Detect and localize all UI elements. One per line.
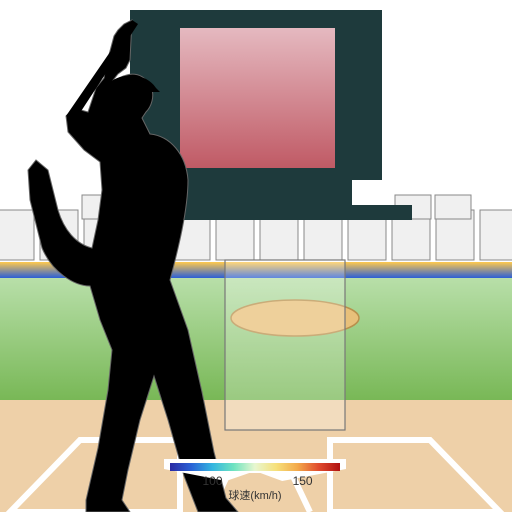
pitch-chart-stage: 100 150 球速(km/h) xyxy=(0,0,512,512)
legend-tick: 150 xyxy=(293,474,313,488)
figure-svg: 100 150 球速(km/h) xyxy=(0,0,512,512)
stand-panel xyxy=(480,210,512,260)
stand-panel xyxy=(0,210,34,260)
legend-colorbar xyxy=(170,463,340,471)
scoreboard-screen xyxy=(180,28,335,168)
legend-tick: 100 xyxy=(202,474,222,488)
legend-axis-label: 球速(km/h) xyxy=(228,488,281,502)
strike-zone xyxy=(225,260,345,430)
stand-panel-upper xyxy=(435,195,471,219)
